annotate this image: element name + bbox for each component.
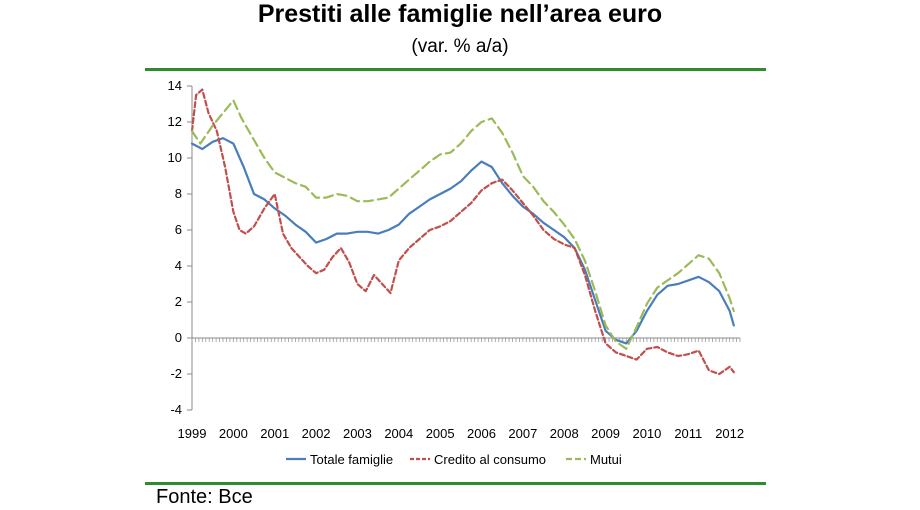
series-line-2 bbox=[190, 88, 735, 376]
y-tick-label: 6 bbox=[175, 222, 182, 237]
bottom-divider bbox=[145, 482, 766, 485]
top-divider bbox=[145, 68, 766, 71]
y-tick-label: -4 bbox=[170, 402, 182, 417]
x-tick-label: 2000 bbox=[219, 426, 248, 441]
legend-label: Credito al consumo bbox=[434, 452, 546, 467]
x-tick-label: 2006 bbox=[467, 426, 496, 441]
x-tick-label: 2002 bbox=[302, 426, 331, 441]
chart-subtitle: (var. % a/a) bbox=[411, 36, 509, 57]
x-tick-label: 1999 bbox=[178, 426, 207, 441]
y-tick-label: 8 bbox=[175, 186, 182, 201]
y-tick-label: 12 bbox=[168, 114, 182, 129]
x-tick-label: 2001 bbox=[260, 426, 289, 441]
x-tick-label: 2011 bbox=[674, 426, 702, 441]
series-line-1 bbox=[190, 137, 735, 345]
x-tick-label: 2008 bbox=[550, 426, 579, 441]
source-note: Fonte: Bce bbox=[156, 486, 253, 508]
chart-title: Prestiti alle famiglie nell’area euro bbox=[257, 0, 663, 28]
x-tick-label: 2009 bbox=[591, 426, 620, 441]
series-lines bbox=[190, 88, 735, 376]
x-tick-label: 2007 bbox=[508, 426, 537, 441]
x-tick-label: 2004 bbox=[384, 426, 413, 441]
x-tick-label: 2012 bbox=[715, 426, 744, 441]
y-tick-label: 14 bbox=[168, 78, 182, 93]
line-chart: -4 -2 0 2 4 6 8 10 12 14 1999 2000 2001 2002 2003 2004 2… bbox=[168, 78, 745, 467]
axes: -4 -2 0 2 4 6 8 10 12 14 1999 2000 2001 2002 2003 2004 2… bbox=[168, 78, 745, 441]
x-tick-label: 2010 bbox=[632, 426, 661, 441]
y-tick-label: 4 bbox=[175, 258, 182, 273]
legend: Totale famiglie Credito al consumo Mutui bbox=[286, 452, 622, 467]
y-tick-label: 0 bbox=[175, 330, 182, 345]
y-tick-label: 10 bbox=[168, 150, 182, 165]
y-tick-label: 2 bbox=[175, 294, 182, 309]
y-tick-label: -2 bbox=[170, 366, 182, 381]
legend-label: Totale famiglie bbox=[310, 452, 393, 467]
x-tick-label: 2005 bbox=[426, 426, 455, 441]
x-tick-label: 2003 bbox=[343, 426, 372, 441]
series-line-3 bbox=[190, 99, 735, 350]
legend-label: Mutui bbox=[590, 452, 622, 467]
